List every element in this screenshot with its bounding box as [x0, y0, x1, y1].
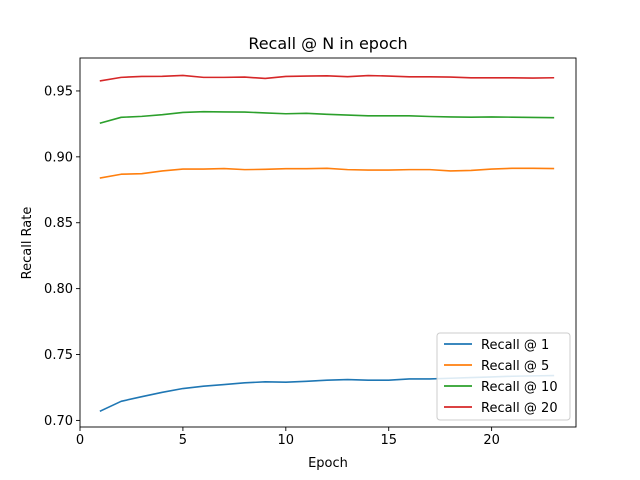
series-line-4 [99, 74, 555, 82]
y-tick-label: 0.80 [44, 282, 73, 297]
y-tick-label: 0.85 [44, 216, 73, 231]
x-tick-label: 20 [483, 433, 500, 448]
x-tick-label: 5 [179, 433, 187, 448]
x-tick-label: 10 [278, 433, 295, 448]
x-tick-label: 0 [76, 433, 84, 448]
series-line-2 [99, 167, 555, 179]
axes-frame [79, 57, 577, 428]
y-tick-label: 0.90 [44, 150, 73, 165]
legend-label-1: Recall @ 1 [481, 338, 549, 353]
x-axis-label: Epoch [308, 456, 348, 471]
legend-label-2: Recall @ 5 [481, 359, 549, 374]
legend-label-4: Recall @ 20 [481, 401, 558, 416]
x-tick-label: 15 [380, 433, 397, 448]
y-tick-label: 0.75 [44, 348, 73, 363]
y-tick-label: 0.70 [44, 414, 73, 429]
plot-area: 0 5 10 15 20 0.70 0.75 0.80 0.85 0.90 0.95 [44, 57, 577, 448]
legend-label-3: Recall @ 10 [481, 380, 558, 395]
y-axis-label: Recall Rate [20, 207, 35, 280]
legend-box [436, 332, 571, 421]
legend: Recall @ 1 Recall @ 5 Recall @ 10 Recall @ … [436, 332, 571, 421]
series-line-3 [99, 110, 555, 124]
y-tick-label: 0.95 [44, 84, 73, 99]
chart-title: Recall @ N in epoch [248, 34, 407, 53]
